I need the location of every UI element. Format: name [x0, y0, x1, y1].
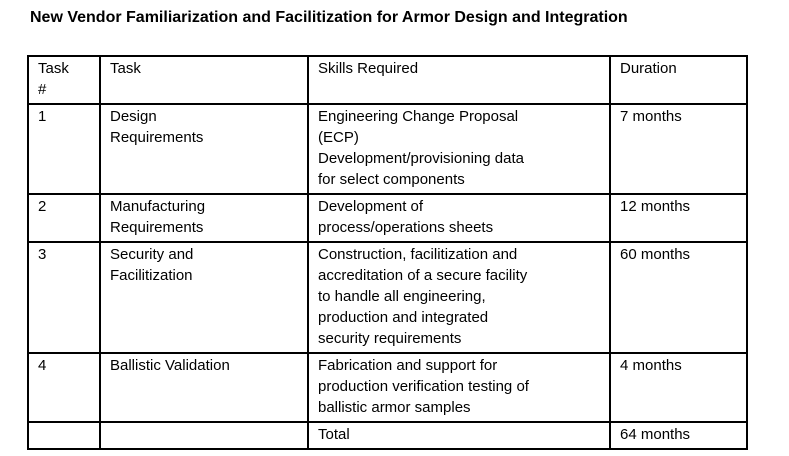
table-row: 2 Manufacturing Requirements Development…	[27, 193, 748, 243]
column-header-duration: Duration	[609, 55, 748, 105]
cell-task-number: 1	[27, 103, 101, 195]
cell-task: Manufacturing Requirements	[99, 193, 309, 243]
cell-total-duration: 64 months	[609, 421, 748, 450]
cell-duration: 7 months	[609, 103, 748, 195]
cell-task-number: 3	[27, 241, 101, 354]
total-row: Total 64 months	[27, 421, 748, 450]
task-table: Task # Task Skills Required Duration 1 D…	[27, 55, 748, 450]
table-row: 4 Ballistic Validation Fabrication and s…	[27, 352, 748, 423]
cell-duration: 12 months	[609, 193, 748, 243]
page-title: New Vendor Familiarization and Facilitiz…	[30, 9, 628, 26]
cell-task: Ballistic Validation	[99, 352, 309, 423]
cell-duration: 4 months	[609, 352, 748, 423]
cell-task-number: 4	[27, 352, 101, 423]
column-header-task-number: Task #	[27, 55, 101, 105]
column-header-task: Task	[99, 55, 309, 105]
cell-skills: Engineering Change Proposal (ECP) Develo…	[307, 103, 611, 195]
column-header-skills-required: Skills Required	[307, 55, 611, 105]
cell-task-number: 2	[27, 193, 101, 243]
table-header-row: Task # Task Skills Required Duration	[27, 55, 748, 105]
table-row: 1 Design Requirements Engineering Change…	[27, 103, 748, 195]
cell-task: Security and Facilitization	[99, 241, 309, 354]
cell-skills: Fabrication and support for production v…	[307, 352, 611, 423]
cell-duration: 60 months	[609, 241, 748, 354]
cell-task	[99, 421, 309, 450]
cell-skills: Construction, facilitization and accredi…	[307, 241, 611, 354]
cell-total-label: Total	[307, 421, 611, 450]
cell-task: Design Requirements	[99, 103, 309, 195]
cell-skills: Development of process/operations sheets	[307, 193, 611, 243]
table-row: 3 Security and Facilitization Constructi…	[27, 241, 748, 354]
cell-task-number	[27, 421, 101, 450]
